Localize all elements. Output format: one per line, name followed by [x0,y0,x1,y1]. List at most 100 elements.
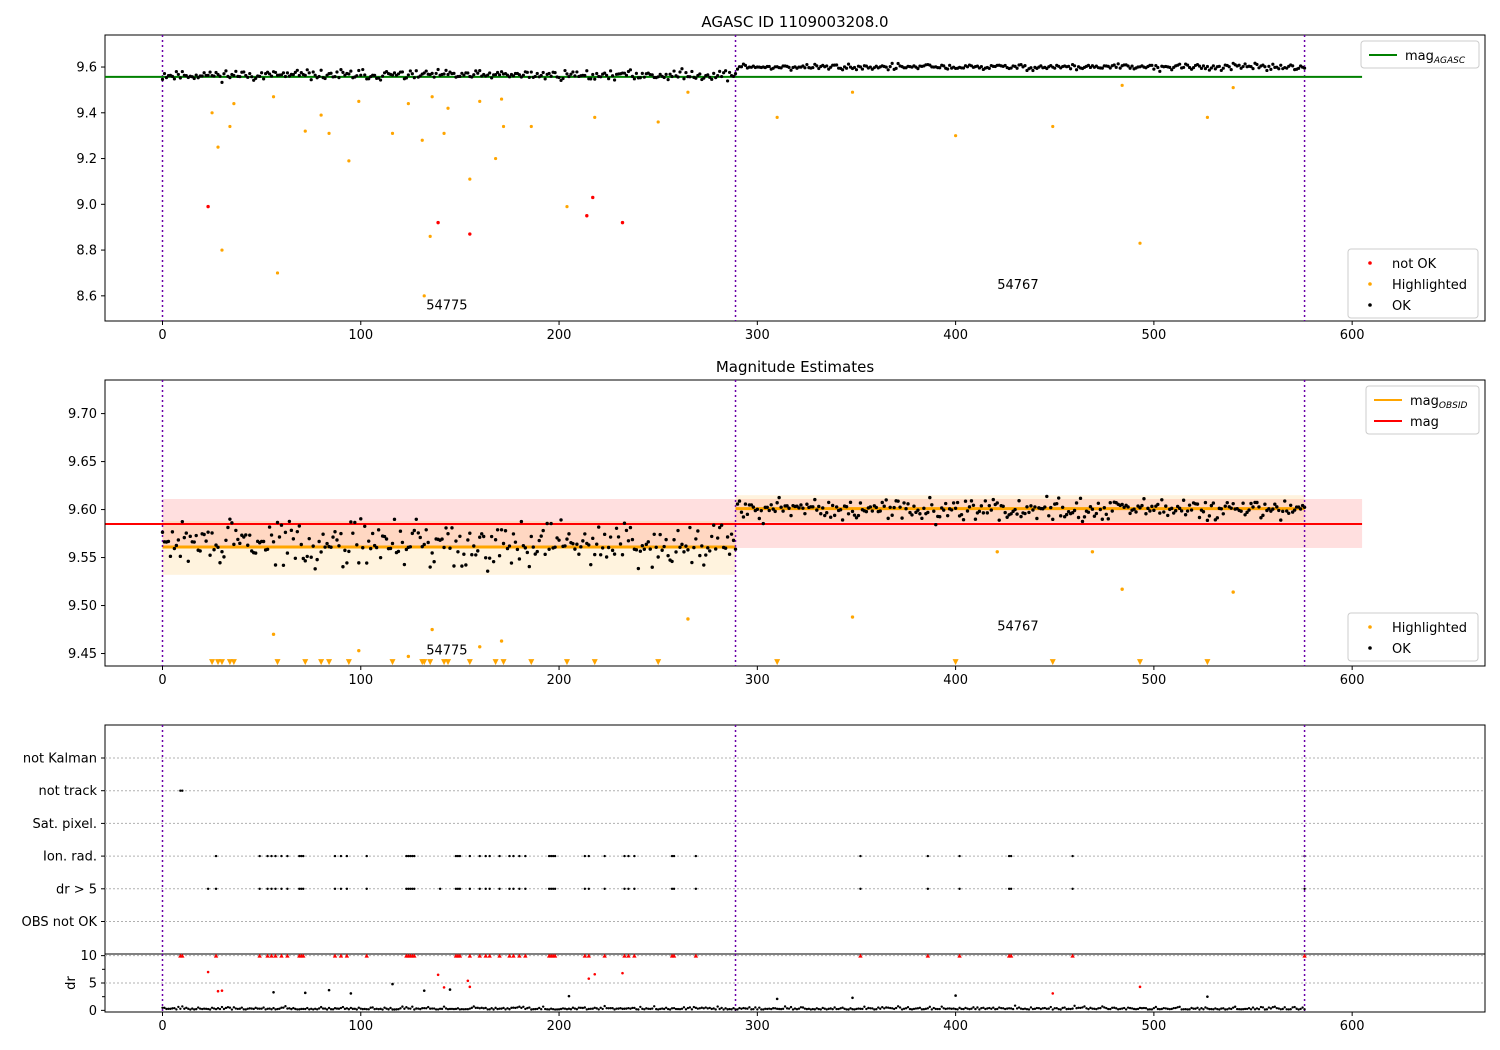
ok-point [678,70,682,74]
dr-point [484,1006,487,1010]
ok-point [1150,504,1154,509]
ok-point [630,74,635,78]
ok-point [166,539,171,544]
highlighted-point [1205,115,1210,119]
ok-point [815,508,819,512]
ok-point [694,76,698,80]
ok-point [684,544,688,548]
dr-point [565,1008,569,1011]
ok-point [1298,507,1303,511]
ok-point [1255,62,1259,67]
dr-point [1206,995,1209,998]
dr-point [797,1007,801,1010]
ok-point [581,539,585,543]
ok-point [382,534,387,539]
ok-point [478,535,482,539]
dr-point [551,1007,555,1011]
ok-point [355,543,359,547]
ok-point [238,74,242,79]
dr-point [335,1007,339,1010]
ok-point [1106,517,1110,521]
dr-point [627,1006,630,1010]
dr-capped-marker [957,953,962,958]
dr-point [532,1007,535,1011]
ok-point [696,529,700,533]
dr-point [664,1006,668,1009]
dr-point [474,1006,477,1010]
dr-point [770,1007,773,1011]
dr-point [1021,1007,1025,1011]
ok-point [355,74,359,78]
ok-point [539,73,543,78]
y-tick-label: 8.6 [76,289,97,304]
flag-point [458,854,462,858]
dr-point [559,1007,563,1011]
flag-point [365,854,368,858]
ok-point [1003,63,1007,68]
ok-point [704,553,708,557]
highlighted-point [775,115,779,119]
dr-point [783,1005,787,1008]
y-axis-label: dr [64,976,79,990]
dr-point [881,1005,884,1009]
dr-point [942,1007,945,1010]
dr-point [740,1007,743,1010]
highlighted-point [216,145,220,149]
ok-point [509,561,514,565]
ok-point [329,71,333,75]
dr-point [270,1008,273,1011]
ok-point [755,507,760,512]
ok-point [827,500,831,505]
dr-point [298,1008,301,1011]
dr-point [407,1007,410,1010]
ok-point [1229,506,1233,510]
dr-point [365,1008,368,1011]
dr-point [1287,1008,1290,1011]
ok-point [1185,63,1190,67]
dr-point [204,1007,208,1011]
dr-point [605,1006,608,1010]
ok-point [614,526,619,531]
ok-point [751,505,756,509]
ok-point [852,513,857,517]
ok-point [759,508,763,513]
ok-point [860,67,865,71]
dr-point [609,1006,612,1010]
dr-point [1208,1007,1211,1011]
dr-point [978,1008,981,1011]
ok-point [785,504,789,508]
off-scale-marker [1204,659,1211,666]
ok-point [533,74,537,79]
ok-point [743,63,748,67]
ok-point [735,502,740,506]
ok-point [702,563,706,567]
dr-point [837,1007,840,1011]
dr-point [1186,1008,1189,1011]
dr-point [387,1008,390,1011]
flag-point [603,854,606,858]
ok-point [511,74,516,78]
dr-point [480,1006,483,1010]
dr-capped-marker [626,953,631,958]
ok-point [571,541,575,546]
ok-point [797,506,801,510]
flag-point [958,854,961,858]
dr-point [1077,1006,1080,1009]
y-tick-label: 8.8 [76,244,97,259]
ok-point [1029,66,1033,70]
ok-point [1221,512,1225,516]
dr-point [1291,1006,1294,1009]
ok-point [228,517,232,521]
ok-point [1251,66,1255,71]
ok-point [248,533,252,537]
dr-point [1230,1007,1233,1011]
dr-point [738,1006,741,1010]
ok-point [531,545,535,549]
ok-point [942,508,946,512]
ok-point [898,505,902,509]
highlighted-point [1231,86,1235,90]
flag-point [518,854,521,858]
dr-point [946,1007,949,1010]
ok-point [854,516,859,520]
ok-point [317,539,321,544]
